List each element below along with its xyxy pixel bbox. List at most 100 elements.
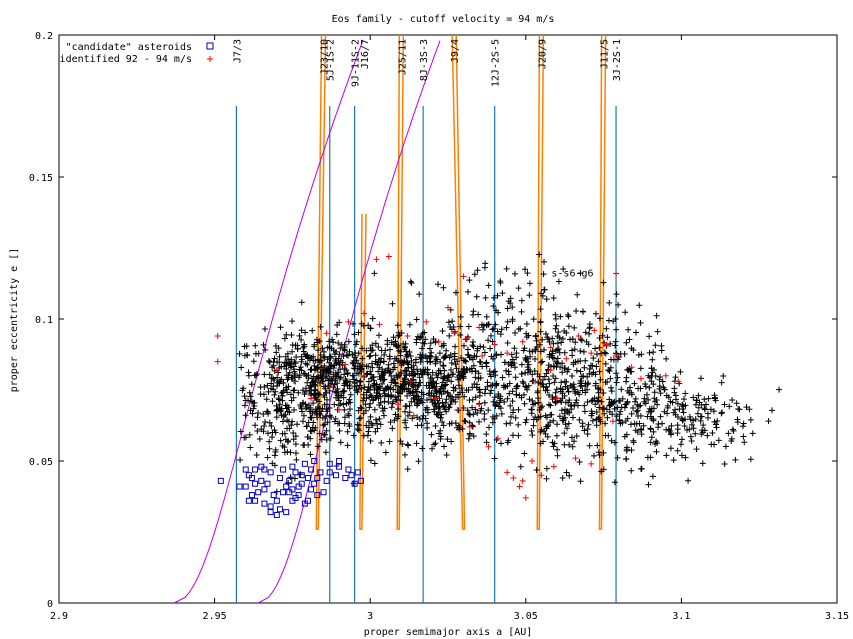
identified-point xyxy=(323,330,330,337)
family-point xyxy=(440,403,447,410)
family-point xyxy=(247,407,254,414)
family-point xyxy=(554,446,561,453)
family-point xyxy=(436,404,443,411)
family-point xyxy=(654,328,661,335)
family-point xyxy=(507,402,514,409)
family-point xyxy=(374,361,381,368)
family-point xyxy=(472,394,479,401)
family-point xyxy=(274,379,281,386)
family-point xyxy=(264,454,271,461)
identified-point xyxy=(538,472,545,479)
identified-point xyxy=(214,333,221,340)
candidate-point xyxy=(261,486,268,493)
family-point xyxy=(541,258,548,265)
family-point xyxy=(578,373,585,380)
family-point xyxy=(711,392,718,399)
family-point xyxy=(241,402,248,409)
family-point xyxy=(442,354,449,361)
family-point xyxy=(472,368,479,375)
family-point xyxy=(681,422,688,429)
family-point xyxy=(341,420,348,427)
family-point xyxy=(331,418,338,425)
family-point xyxy=(448,438,455,445)
family-point xyxy=(452,289,459,296)
family-point xyxy=(404,392,411,399)
identified-point xyxy=(613,352,620,359)
family-point xyxy=(614,374,621,381)
family-point xyxy=(765,418,772,425)
family-point xyxy=(492,321,499,328)
family-point xyxy=(680,409,687,416)
family-point xyxy=(604,414,611,421)
family-point xyxy=(414,366,421,373)
family-point xyxy=(601,349,608,356)
family-point xyxy=(410,395,417,402)
family-point xyxy=(336,319,343,326)
x-tick-label: 2.95 xyxy=(203,611,227,622)
family-point xyxy=(568,434,575,441)
identified-point xyxy=(410,412,417,419)
family-point xyxy=(284,417,291,424)
family-point xyxy=(615,301,622,308)
identified-point xyxy=(550,463,557,470)
family-point xyxy=(513,350,520,357)
family-point xyxy=(377,421,384,428)
family-point xyxy=(581,408,588,415)
family-point xyxy=(492,368,499,375)
family-point xyxy=(452,361,459,368)
family-point xyxy=(281,430,288,437)
identified-point xyxy=(308,395,315,402)
family-point xyxy=(496,399,503,406)
family-point xyxy=(614,454,621,461)
family-point xyxy=(340,394,347,401)
family-point xyxy=(381,405,388,412)
family-point xyxy=(284,448,291,455)
family-point xyxy=(577,357,584,364)
family-point xyxy=(320,392,327,399)
family-point xyxy=(749,430,756,437)
family-point xyxy=(375,395,382,402)
family-point xyxy=(511,270,518,277)
candidate-point xyxy=(283,509,290,516)
family-point xyxy=(359,345,366,352)
family-point xyxy=(563,469,570,476)
candidate-point xyxy=(298,480,305,487)
resonance-label: 12J-2S-5 xyxy=(491,39,502,87)
identified-point xyxy=(563,355,570,362)
family-point xyxy=(571,438,578,445)
family-point xyxy=(344,370,351,377)
family-point xyxy=(321,354,328,361)
family-point xyxy=(473,353,480,360)
family-point xyxy=(375,332,382,339)
family-point xyxy=(571,388,578,395)
family-point xyxy=(284,376,291,383)
family-point xyxy=(732,456,739,463)
resonance-v-line xyxy=(536,34,545,530)
candidate-point xyxy=(248,475,255,482)
family-point xyxy=(401,419,408,426)
candidate-point xyxy=(267,469,274,476)
family-point xyxy=(667,398,674,405)
family-point xyxy=(268,423,275,430)
family-point xyxy=(416,291,423,298)
family-point xyxy=(489,326,496,333)
family-point xyxy=(541,428,548,435)
family-point xyxy=(271,391,278,398)
family-point xyxy=(443,347,450,354)
family-point xyxy=(556,349,563,356)
candidate-point xyxy=(332,472,339,479)
family-point xyxy=(355,427,362,434)
family-point xyxy=(435,400,442,407)
family-point xyxy=(541,286,548,293)
family-point xyxy=(391,355,398,362)
family-point xyxy=(546,401,552,408)
family-point xyxy=(459,389,466,396)
family-point xyxy=(608,384,615,391)
family-point xyxy=(614,404,621,411)
family-point xyxy=(527,353,534,360)
family-point xyxy=(647,439,654,446)
family-point xyxy=(549,348,556,355)
family-point xyxy=(405,442,412,449)
family-point xyxy=(436,350,443,357)
